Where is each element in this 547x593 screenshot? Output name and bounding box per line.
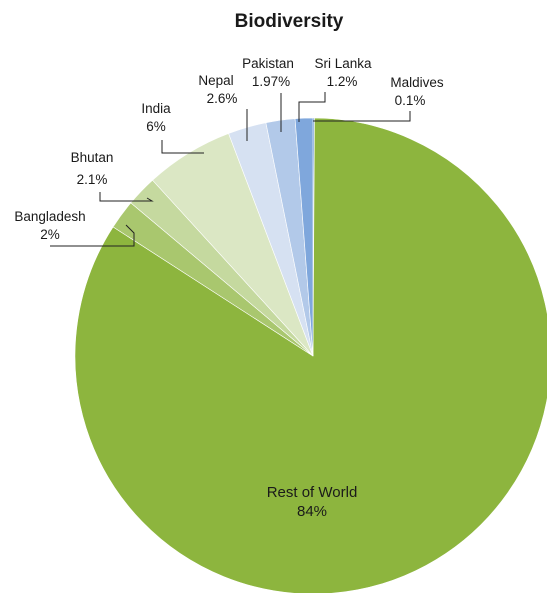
slice-name-pakistan: Pakistan <box>242 56 294 71</box>
slice-name-bhutan: Bhutan <box>71 150 114 165</box>
slice-value-rest-of-world: 84% <box>297 503 327 520</box>
slice-value-maldives: 0.1% <box>395 93 426 108</box>
slice-sri-lanka <box>294 117 314 357</box>
slice-value-bangladesh: 2% <box>40 227 60 242</box>
leader-line-maldives <box>313 111 411 122</box>
slice-name-maldives: Maldives <box>390 75 444 90</box>
leader-line-bangladesh <box>50 224 135 247</box>
slice-rest-of-world <box>74 117 547 593</box>
leader-line-sri-lanka <box>298 92 326 122</box>
leader-line-india <box>161 140 204 154</box>
slice-value-sri-lanka: 1.2% <box>327 74 358 89</box>
slice-value-india: 6% <box>146 119 166 134</box>
slice-value-pakistan: 1.97% <box>252 74 290 89</box>
slice-labels: Maldives 0.1% Rest of World 84% Bangladesh 2%… <box>14 56 444 520</box>
slice-value-bhutan: 2.1% <box>77 172 108 187</box>
slice-name-sri-lanka: Sri Lanka <box>314 56 372 71</box>
leader-line-bhutan <box>99 192 154 202</box>
slice-value-nepal: 2.6% <box>207 91 238 106</box>
slice-name-rest-of-world: Rest of World <box>267 484 358 501</box>
slice-name-india: India <box>141 101 171 116</box>
slice-name-bangladesh: Bangladesh <box>14 209 85 224</box>
slice-name-nepal: Nepal <box>198 73 233 88</box>
chart-title: Biodiversity <box>235 11 344 32</box>
leader-lines <box>50 92 411 247</box>
pie-slices <box>74 117 547 593</box>
